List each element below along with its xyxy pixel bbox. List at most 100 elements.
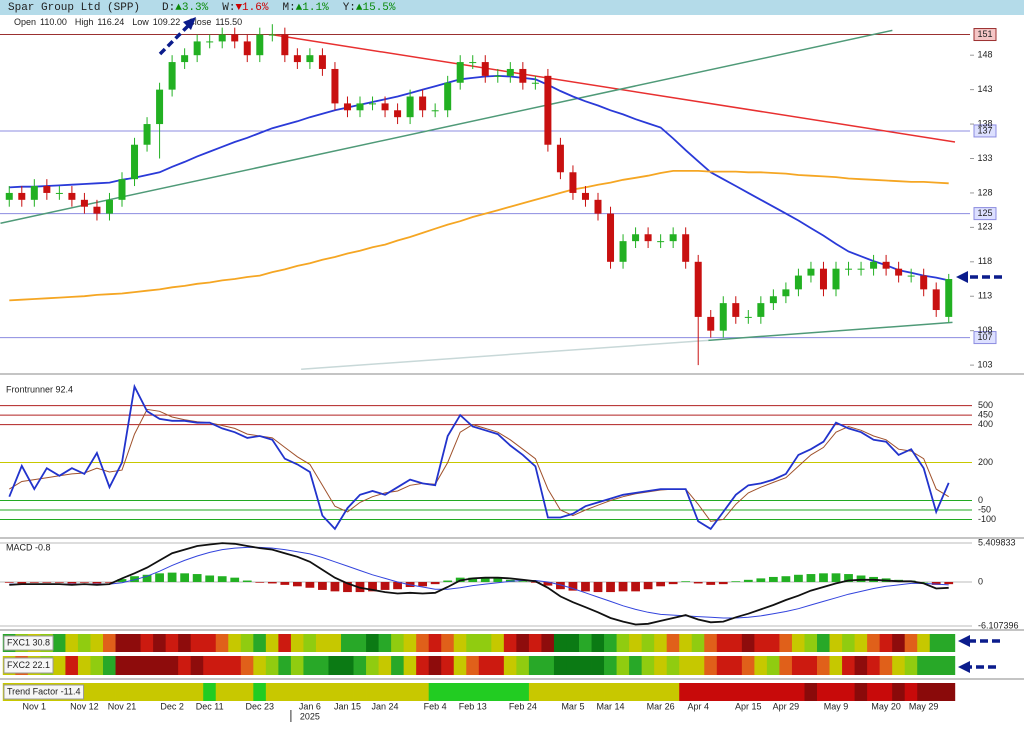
heat-cell <box>52 656 66 675</box>
arrow-head <box>958 635 970 647</box>
y-tick-label: 450 <box>978 409 993 419</box>
heat-cell <box>441 634 455 652</box>
heat-cell <box>428 634 442 652</box>
candle-body <box>293 55 301 63</box>
heat-cell <box>716 656 730 675</box>
heat-cell <box>52 634 66 652</box>
y-tick-label: 5.409833 <box>978 537 1016 547</box>
candle-body <box>68 192 76 200</box>
heat-cell <box>616 683 630 701</box>
heat-cell <box>791 656 805 675</box>
heat-cell <box>892 634 906 652</box>
heat-cell <box>754 634 768 652</box>
heat-cell <box>829 656 843 675</box>
heat-cell <box>629 656 643 675</box>
candle-body <box>794 275 802 290</box>
histogram-bar <box>205 575 215 582</box>
heat-cell <box>416 683 430 701</box>
candle-body <box>356 103 364 111</box>
level-label: 125 <box>977 208 992 218</box>
panel-title: FXC1 30.8 <box>7 637 50 647</box>
heat-cell <box>629 683 643 701</box>
stat-label: W: <box>222 2 235 14</box>
candle-body <box>168 62 176 90</box>
x-tick-label: May 9 <box>824 701 849 711</box>
stat-value: ▲15.5% <box>356 2 396 14</box>
heat-cell <box>541 683 555 701</box>
histogram-bar <box>117 579 127 582</box>
heat-cell <box>516 683 530 701</box>
heat-cell <box>879 634 893 652</box>
histogram-bar <box>706 581 716 585</box>
candle-body <box>431 110 439 112</box>
heat-cell <box>153 683 167 701</box>
stat-value: ▲3.3% <box>175 2 208 14</box>
heat-cell <box>478 683 492 701</box>
heat-cell <box>90 656 104 675</box>
histogram-bar <box>656 581 666 587</box>
heat-cell <box>579 656 592 675</box>
heat-cell <box>766 634 780 652</box>
heat-cell <box>77 656 91 675</box>
heat-cell <box>353 656 367 675</box>
heat-cell <box>691 683 705 701</box>
candle-body <box>268 34 276 36</box>
candle-body <box>30 186 38 200</box>
candle-body <box>131 144 139 180</box>
heat-cell <box>754 683 768 701</box>
heat-cell <box>842 656 855 675</box>
y-tick-label: 123 <box>977 222 992 232</box>
heat-cell <box>178 683 192 701</box>
heat-cell <box>766 656 780 675</box>
y-tick-label: 400 <box>978 419 993 429</box>
heat-cell <box>453 683 467 701</box>
stat-value: ▼1.6% <box>235 2 268 14</box>
panel-title: Trend Factor -11.4 <box>7 686 81 696</box>
heat-cell <box>391 656 405 675</box>
candle-body <box>556 144 564 173</box>
x-tick-label: Nov 1 <box>23 701 47 711</box>
heat-cell <box>128 634 141 652</box>
heat-cell <box>704 656 718 675</box>
histogram-bar <box>931 581 941 585</box>
histogram-bar <box>518 581 528 582</box>
trend-line <box>270 33 956 143</box>
heat-cell <box>240 634 254 652</box>
heat-cell <box>491 656 505 675</box>
y-tick-label: 113 <box>978 291 992 301</box>
candle-body <box>419 96 427 111</box>
heat-cell <box>265 656 279 675</box>
heat-cell <box>378 634 392 652</box>
heat-cell <box>403 683 417 701</box>
heat-cell <box>779 656 793 675</box>
x-tick-label: Mar 14 <box>597 701 625 711</box>
histogram-bar <box>167 572 177 582</box>
heat-cell <box>215 683 229 701</box>
heat-cell <box>391 634 405 652</box>
histogram-bar <box>844 574 853 582</box>
heat-cell <box>153 656 167 675</box>
heat-cell <box>190 634 204 652</box>
heat-cell <box>604 683 617 701</box>
heat-cell <box>303 683 317 701</box>
x-tick-label: Jan 6 <box>299 701 321 711</box>
heat-cell <box>341 634 354 652</box>
candle-body <box>682 234 690 262</box>
histogram-bar <box>806 574 816 582</box>
y-tick-label: 0 <box>978 495 983 505</box>
candle-body <box>394 110 402 118</box>
histogram-bar <box>192 574 202 582</box>
y-tick-label: -100 <box>978 514 996 524</box>
x-tick-label: Dec 23 <box>246 701 275 711</box>
heat-cell <box>65 656 79 675</box>
quote-label: Close <box>188 17 211 27</box>
heat-cell <box>917 656 931 675</box>
macd-line <box>9 542 949 626</box>
y-tick-label: 128 <box>977 187 992 197</box>
candle-body <box>719 303 727 331</box>
heat-cell <box>942 634 956 652</box>
heat-cell <box>328 683 342 701</box>
x-tick-label: May 29 <box>909 701 939 711</box>
